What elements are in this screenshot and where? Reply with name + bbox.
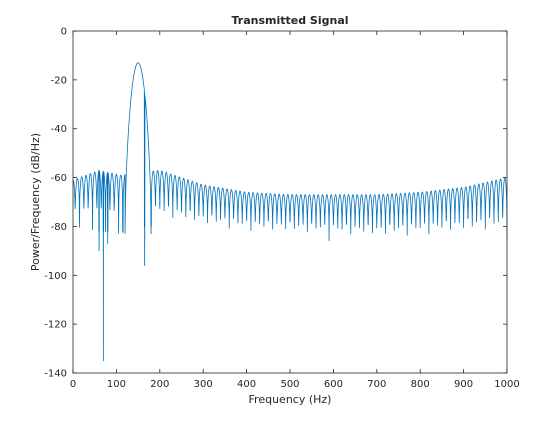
y-tick-label: -60 xyxy=(51,173,67,184)
y-tick-label: -40 xyxy=(51,124,67,135)
x-axis-label: Frequency (Hz) xyxy=(249,393,332,406)
y-tick-label: 0 xyxy=(61,27,67,38)
x-tick-label: 0 xyxy=(70,379,76,390)
y-tick-label: -20 xyxy=(51,75,67,86)
y-tick-label: -100 xyxy=(44,271,67,282)
y-axis-ticks: -140 -120 -100 -80 -60 -40 -20 0 xyxy=(44,27,507,380)
y-tick-label: -120 xyxy=(44,320,67,331)
x-axis-ticks: 0 100 200 300 400 500 600 700 800 900 1000 xyxy=(70,31,520,390)
chart-title: Transmitted Signal xyxy=(231,14,348,27)
x-tick-label: 100 xyxy=(107,379,126,390)
plot-area xyxy=(73,31,507,373)
y-tick-label: -140 xyxy=(44,369,67,380)
x-tick-label: 200 xyxy=(150,379,169,390)
x-tick-label: 1000 xyxy=(494,379,519,390)
x-tick-label: 900 xyxy=(454,379,473,390)
series-line xyxy=(72,62,508,362)
y-axis-label: Power/Frequency (dB/Hz) xyxy=(29,133,42,271)
x-tick-label: 400 xyxy=(237,379,256,390)
x-tick-label: 800 xyxy=(411,379,430,390)
y-tick-label: -80 xyxy=(51,222,67,233)
x-tick-label: 700 xyxy=(367,379,386,390)
data-layer xyxy=(72,62,508,362)
x-tick-label: 500 xyxy=(280,379,299,390)
x-tick-label: 600 xyxy=(324,379,343,390)
x-tick-label: 300 xyxy=(194,379,213,390)
